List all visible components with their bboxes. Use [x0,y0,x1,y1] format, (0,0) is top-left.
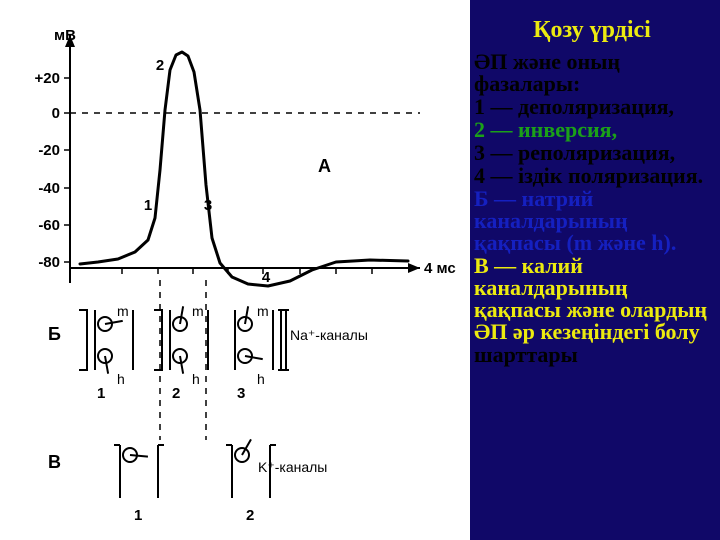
svg-text:A: A [318,156,331,176]
svg-text:0: 0 [52,105,60,122]
svg-text:2: 2 [156,57,164,74]
phases-heading: ӘП және оның фазалары: [474,51,710,95]
slide-root: мВ +20 0 -20 -40 -60 -80 4 мс 1 2 3 4 A Б Na⁺-каналы m h… [0,0,720,540]
svg-text:1: 1 [97,385,105,402]
svg-text:m: m [117,303,129,319]
figure-panel: мВ +20 0 -20 -40 -60 -80 4 мс 1 2 3 4 A Б Na⁺-каналы m h… [0,0,470,540]
action-potential-diagram: мВ +20 0 -20 -40 -60 -80 4 мс 1 2 3 4 A Б Na⁺-каналы m h… [0,0,470,540]
svg-text:3: 3 [237,385,245,402]
svg-text:-20: -20 [38,142,60,159]
svg-text:m: m [192,303,204,319]
svg-text:-40: -40 [38,180,60,197]
svg-text:K⁺-каналы: K⁺-каналы [258,459,327,475]
svg-text:2: 2 [246,507,254,524]
slide-title: Қозу үрдісі [474,18,710,43]
svg-text:+20: +20 [35,70,60,87]
panel-b-caption: Б — натрий каналдарының қақпасы (m және … [474,188,710,254]
phase-2: 2 — инверсия, [474,119,710,141]
panel-v-caption: В — калий каналдарының қақпасы және олар… [474,255,710,343]
panel-v-caption-2: шарттары [474,344,710,366]
svg-text:1: 1 [134,507,142,524]
svg-text:m: m [257,303,269,319]
svg-text:Na⁺-каналы: Na⁺-каналы [290,327,368,343]
svg-text:-60: -60 [38,217,60,234]
svg-text:h: h [192,371,200,387]
svg-text:h: h [257,371,265,387]
text-panel: Қозу үрдісі ӘП және оның фазалары: 1 — д… [470,0,720,540]
phase-1: 1 — деполяризация, [474,96,710,118]
svg-text:-80: -80 [38,254,60,271]
svg-text:Б: Б [48,324,61,344]
phase-3: 3 — реполяризация, [474,142,710,164]
svg-text:1: 1 [144,197,152,214]
svg-text:мВ: мВ [54,27,76,44]
phase-4: 4 — іздік поляризация. [474,165,710,187]
svg-text:4: 4 [262,269,271,286]
svg-text:h: h [117,371,125,387]
svg-text:3: 3 [204,197,212,214]
svg-text:В: В [48,452,61,472]
svg-text:4 мс: 4 мс [424,260,456,277]
svg-text:2: 2 [172,385,180,402]
